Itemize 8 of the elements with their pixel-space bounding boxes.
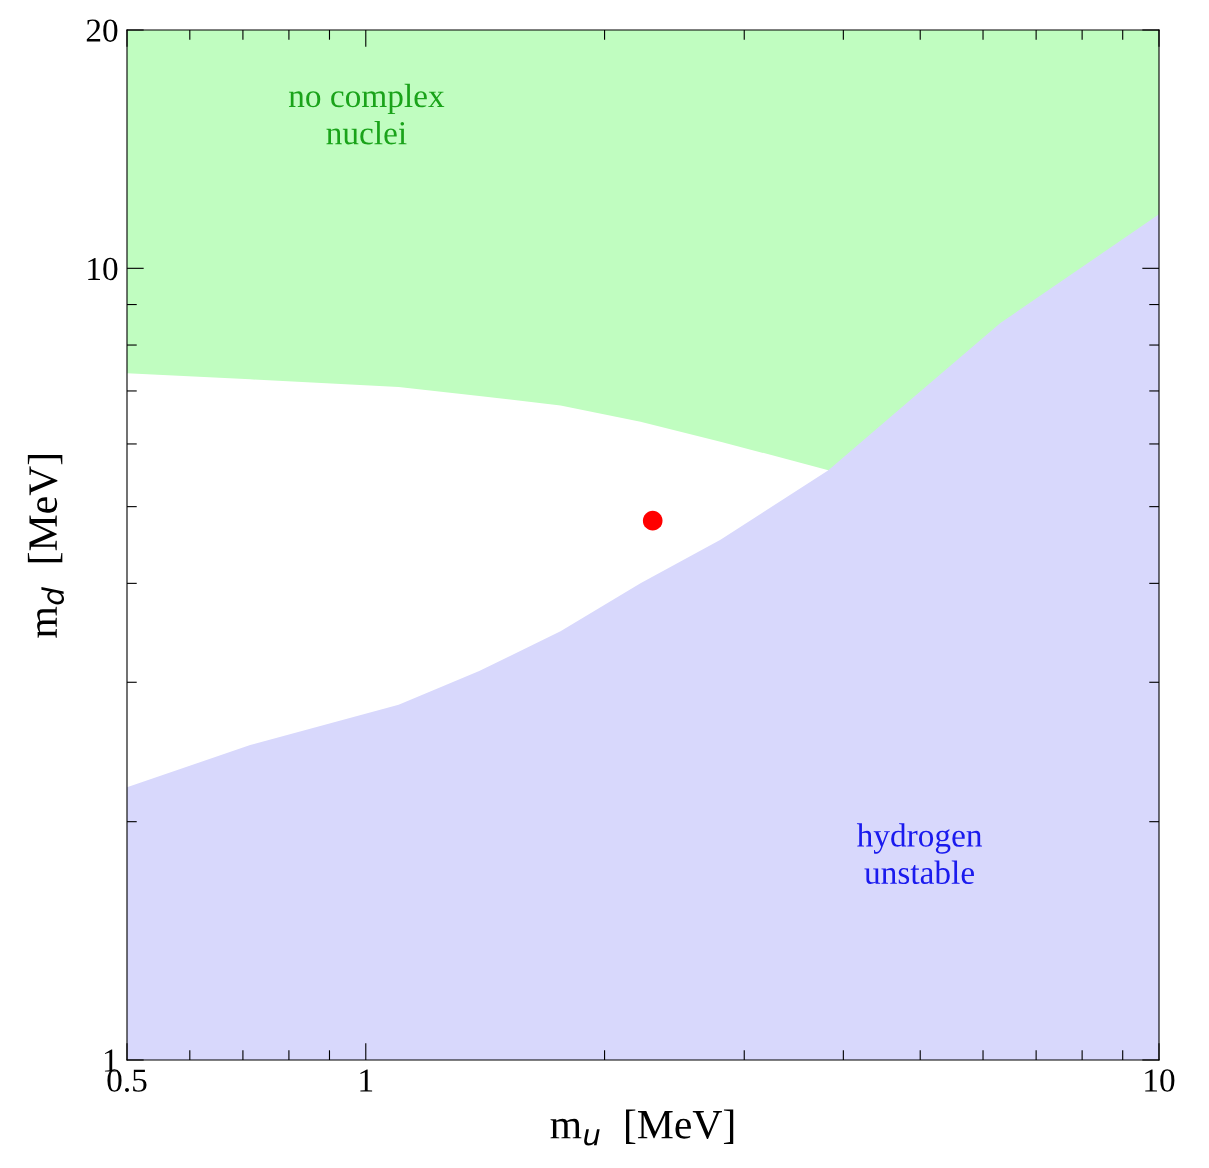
- y-tick-label: 20: [86, 19, 118, 42]
- annotation: hydrogen unstable: [856, 823, 983, 885]
- x-axis-title: m$_{u}$ [MeV]: [550, 1109, 734, 1146]
- x-tick-label: 1: [360, 1069, 373, 1092]
- annotation: no complex nuclei: [288, 83, 445, 145]
- x-tick-label: 10: [1145, 1069, 1175, 1092]
- y-tick-label: 10: [88, 257, 118, 281]
- y-axis-title: m$_{d}$ [MeV]: [27, 454, 65, 638]
